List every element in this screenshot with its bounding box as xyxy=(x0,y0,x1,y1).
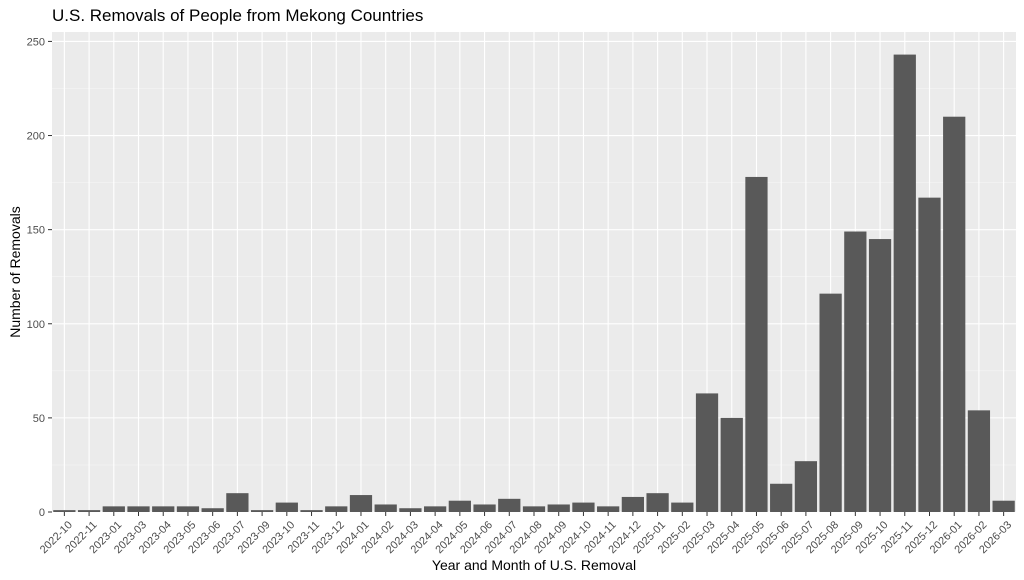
y-tick-label: 250 xyxy=(27,36,45,48)
bar-2025-12 xyxy=(918,197,941,512)
y-tick-label: 100 xyxy=(27,319,45,331)
bar-2026-01 xyxy=(943,116,966,513)
bar-2023-09 xyxy=(250,510,274,512)
y-tick-label: 200 xyxy=(27,131,45,143)
bar-2025-11 xyxy=(893,54,916,513)
y-tick-label: 150 xyxy=(27,225,45,237)
chart-title: U.S. Removals of People from Mekong Coun… xyxy=(52,6,423,25)
bar-2024-06 xyxy=(473,504,496,512)
bar-2024-04 xyxy=(424,506,447,512)
bar-2024-11 xyxy=(597,506,620,512)
bar-2025-02 xyxy=(671,502,694,512)
bar-2023-06 xyxy=(201,508,224,512)
bar-2025-07 xyxy=(794,461,818,512)
bar-2025-06 xyxy=(770,483,793,512)
bar-2025-01 xyxy=(646,493,669,512)
bar-2023-01 xyxy=(102,506,125,512)
bar-2023-11 xyxy=(300,510,323,512)
bar-2023-12 xyxy=(325,506,348,512)
bar-2024-01 xyxy=(349,495,373,512)
bar-2024-12 xyxy=(621,496,644,512)
bar-2026-02 xyxy=(967,410,991,512)
y-axis: 0 50 100 150 200 250 xyxy=(27,36,52,519)
bar-2023-03 xyxy=(127,506,150,512)
bar-2024-02 xyxy=(374,504,397,512)
bar-2024-08 xyxy=(522,506,546,512)
bar-2025-04 xyxy=(720,417,743,512)
bar-2022-11 xyxy=(77,510,101,512)
bar-2024-05 xyxy=(448,500,471,512)
bar-2025-03 xyxy=(695,393,719,512)
bar-2024-09 xyxy=(547,504,570,512)
bar-2024-03 xyxy=(399,508,422,512)
y-tick-label: 50 xyxy=(33,413,45,425)
bar-2025-05 xyxy=(745,176,768,513)
bar-2025-10 xyxy=(868,239,892,512)
bar-2023-07 xyxy=(226,493,249,512)
y-axis-title: Number of Removals xyxy=(7,206,23,338)
bar-2025-08 xyxy=(819,293,842,512)
x-axis: 2022-102022-112023-012023-032023-042023-… xyxy=(38,512,1014,556)
bar-2024-10 xyxy=(572,502,595,512)
bar-2022-10 xyxy=(53,510,76,512)
bar-2023-05 xyxy=(176,506,200,512)
y-tick-label: 0 xyxy=(39,507,45,519)
bar-2026-03 xyxy=(992,500,1015,512)
bar-2023-10 xyxy=(275,502,298,512)
bar-2023-04 xyxy=(152,506,175,512)
bar-2024-07 xyxy=(498,498,521,512)
x-axis-title: Year and Month of U.S. Removal xyxy=(432,557,636,573)
bar-2025-09 xyxy=(844,231,867,512)
bars xyxy=(53,54,1015,513)
